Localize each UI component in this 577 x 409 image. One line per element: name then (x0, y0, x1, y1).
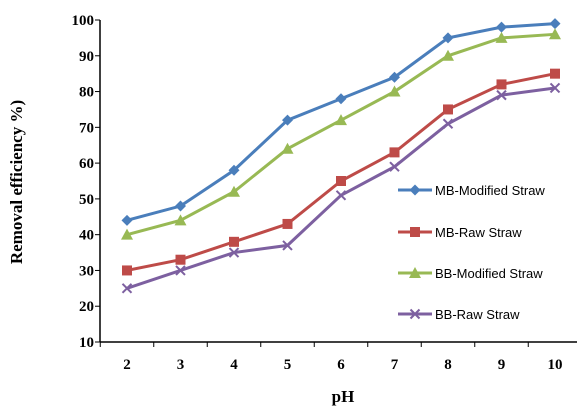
legend-item-mb-raw-straw: MB-Raw Straw (398, 225, 522, 240)
data-point-bb-modified-straw (281, 142, 294, 154)
data-point-mb-modified-straw (228, 164, 240, 176)
x-marker-stroke (121, 283, 133, 294)
tick-labels: 10 20 30 40 50 60 70 80 90 100 2 3 4 5 6 7 8 9 10 (72, 13, 563, 373)
data-point-bb-modified-straw (228, 185, 240, 197)
x-marker-stroke (409, 308, 421, 320)
y-tick-label: 60 (79, 156, 94, 172)
data-point-mb-modified-straw (549, 18, 561, 30)
x-tick-label: 10 (548, 357, 563, 373)
x-marker-stroke (442, 118, 454, 129)
data-point-bb-raw-straw (389, 161, 400, 172)
data-point-mb-modified-straw (282, 114, 293, 126)
data-point-mb-raw-straw (229, 236, 239, 247)
legend-marker (410, 227, 420, 237)
x-tick-label: 3 (177, 357, 185, 373)
data-point-bb-raw-straw (228, 247, 240, 258)
data-point-mb-raw-straw (282, 218, 293, 229)
y-tick-label: 80 (79, 85, 94, 101)
axes (95, 19, 577, 347)
x-marker-stroke (282, 240, 293, 251)
y-axis-title: Removal efficiency %) (7, 100, 26, 264)
y-tick-label: 40 (79, 228, 94, 244)
legend-label: BB-Modified Straw (435, 266, 543, 281)
data-point-mb-modified-straw (121, 214, 133, 226)
data-point-bb-raw-straw (121, 283, 133, 294)
data-point-bb-modified-straw (549, 28, 561, 40)
series-bb-raw-straw (121, 82, 561, 294)
legend-label: BB-Raw Straw (435, 307, 520, 322)
legend-item-mb-modified-straw: MB-Modified Straw (398, 183, 545, 198)
data-point-mb-modified-straw (335, 93, 347, 105)
data-point-mb-modified-straw (389, 71, 400, 83)
series-mb-modified-straw (121, 18, 561, 226)
x-tick-label: 8 (444, 357, 452, 373)
data-point-bb-modified-straw (495, 31, 508, 43)
data-point-bb-raw-straw (496, 89, 507, 101)
x-tick-label: 7 (391, 357, 399, 373)
data-point-mb-raw-straw (550, 68, 560, 79)
data-point-bb-modified-straw (442, 49, 454, 61)
x-tick-label: 5 (284, 357, 292, 373)
x-tick-label: 2 (123, 357, 131, 373)
legend-marker (409, 308, 421, 320)
series-mb-raw-straw (122, 68, 560, 276)
legend: MB-Modified Straw MB-Raw Straw BB-Modified… (398, 183, 545, 322)
series-line-bb-modified-straw (126, 32, 556, 237)
x-marker-stroke (175, 265, 186, 276)
data-point-bb-raw-straw (335, 190, 347, 201)
data-point-bb-modified-straw (121, 228, 133, 240)
x-marker-stroke (335, 190, 347, 201)
data-point-bb-modified-straw (388, 85, 401, 97)
data-point-bb-raw-straw (549, 82, 561, 94)
y-tick-label: 70 (79, 120, 94, 136)
data-point-bb-raw-straw (442, 118, 454, 129)
x-marker-stroke (496, 89, 507, 101)
x-tick-label: 4 (230, 357, 238, 373)
series-bb-modified-straw (121, 28, 561, 240)
x-marker-stroke (389, 161, 400, 172)
y-tick-label: 20 (79, 299, 94, 315)
x-axis-title: pH (332, 387, 355, 406)
data-point-mb-modified-straw (175, 200, 186, 212)
data-point-bb-modified-straw (174, 214, 187, 226)
data-point-bb-raw-straw (175, 265, 186, 276)
legend-item-bb-modified-straw: BB-Modified Straw (398, 266, 543, 281)
y-tick-label: 100 (72, 13, 95, 29)
y-tick-label: 50 (79, 192, 94, 208)
y-tick-label: 10 (79, 335, 94, 351)
y-tick-label: 90 (79, 49, 94, 65)
x-marker-stroke (228, 247, 240, 258)
data-point-mb-modified-straw (496, 21, 507, 33)
legend-label: MB-Modified Straw (435, 183, 545, 198)
data-point-bb-raw-straw (282, 240, 293, 251)
data-point-mb-raw-straw (443, 104, 453, 115)
legend-marker (409, 184, 421, 196)
legend-marker (409, 267, 421, 278)
x-tick-label: 6 (337, 357, 345, 373)
data-point-mb-raw-straw (122, 265, 132, 276)
data-point-mb-raw-straw (496, 79, 507, 90)
legend-item-bb-raw-straw: BB-Raw Straw (398, 307, 520, 322)
x-tick-label: 9 (498, 357, 506, 373)
data-point-mb-modified-straw (442, 32, 454, 44)
x-marker-stroke (549, 82, 561, 94)
legend-label: MB-Raw Straw (435, 225, 522, 240)
y-tick-label: 30 (79, 263, 94, 279)
data-point-mb-raw-straw (389, 147, 400, 158)
series-lines (121, 18, 561, 294)
data-point-mb-raw-straw (175, 254, 186, 265)
data-point-bb-modified-straw (335, 114, 347, 126)
data-point-mb-raw-straw (336, 176, 346, 186)
